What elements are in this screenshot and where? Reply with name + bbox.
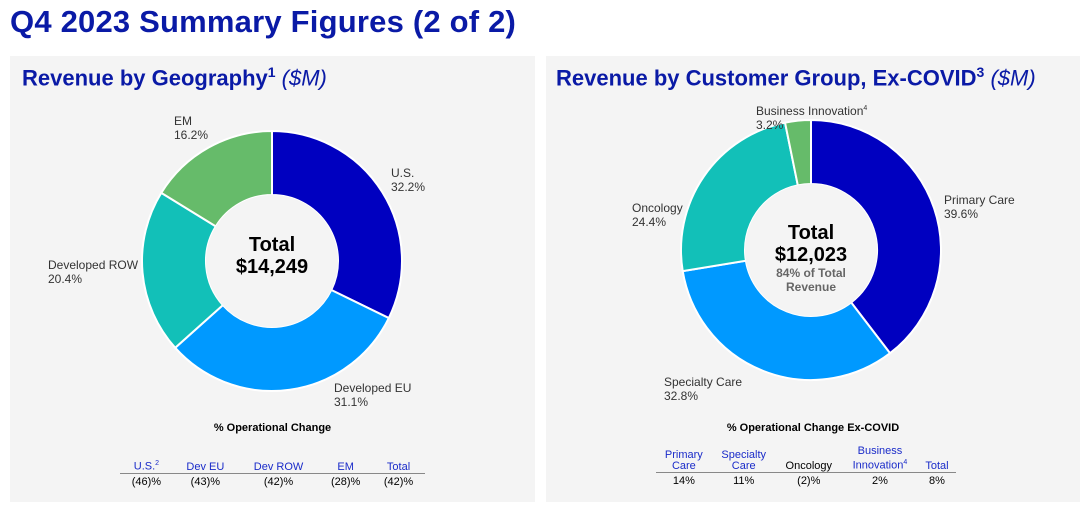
- slice-label-developed-row: Developed ROW 20.4%: [48, 258, 139, 286]
- geography-change-table: U.S.2 Dev EU Dev ROW EM Total (46)% (43)…: [120, 458, 425, 488]
- cg-col-header: Oncology: [775, 446, 842, 473]
- geo-change-value: (46)%: [131, 475, 162, 488]
- slice-label-primary-care: Primary Care 39.6%: [944, 193, 1015, 221]
- customer-group-donut-chart: [680, 118, 942, 381]
- page-title: Q4 2023 Summary Figures (2 of 2): [10, 4, 517, 39]
- geo-change-value: (42)%: [263, 475, 294, 488]
- customer-group-center-total: Total $12,023 84% of Total Revenue: [761, 222, 861, 294]
- customer-group-panel: Revenue by Customer Group, Ex-COVID3 ($M…: [546, 56, 1080, 502]
- geography-donut-hole: [206, 195, 338, 327]
- cg-col-header: Business Innovation4: [841, 446, 918, 473]
- geography-center-total: Total $14,249: [222, 234, 322, 278]
- cg-change-value: (2)%: [797, 474, 821, 487]
- geography-donut-chart: [141, 129, 403, 392]
- customer-group-change-title: % Operational Change Ex-COVID: [726, 422, 900, 434]
- customer-group-title-unit: ($M): [990, 65, 1036, 91]
- slice-label-business-innovation: Business Innovation4 3.2%: [756, 104, 868, 132]
- cg-col-header: Total: [918, 446, 956, 473]
- customer-group-center-sub1: 84% of Total: [776, 266, 846, 280]
- geography-title-text: Revenue by Geography: [22, 65, 268, 91]
- geography-change-title: % Operational Change: [213, 422, 332, 434]
- geography-title-footnote: 1: [267, 64, 276, 80]
- customer-group-title-text: Revenue by Customer Group, Ex-COVID: [556, 65, 977, 91]
- geo-change-value: (42)%: [383, 475, 414, 488]
- geo-col-header: Dev EU: [172, 458, 238, 474]
- customer-group-change-table: Primary Care Specialty Care Oncology Busin…: [656, 446, 956, 487]
- geography-panel-title: Revenue by Geography1 ($M): [22, 64, 327, 91]
- cg-col-header: Primary Care: [656, 446, 712, 473]
- slice-label-specialty-care: Specialty Care 32.8%: [664, 375, 743, 403]
- cg-col-header: Specialty Care: [711, 446, 776, 473]
- customer-group-center-value: $12,023: [774, 244, 848, 266]
- geography-center-label: Total: [248, 234, 296, 256]
- cg-change-value: 2%: [871, 474, 888, 487]
- geography-center-value: $14,249: [235, 256, 309, 278]
- slice-label-em: EM 16.2%: [174, 114, 209, 142]
- slice-label-oncology: Oncology 24.4%: [632, 201, 683, 229]
- customer-group-panel-title: Revenue by Customer Group, Ex-COVID3 ($M…: [556, 64, 1036, 91]
- geo-col-header: U.S.2: [120, 458, 173, 474]
- geography-panel: Revenue by Geography1 ($M) Total $14,249…: [10, 56, 535, 502]
- customer-group-center-label: Total: [787, 222, 835, 244]
- customer-group-title-footnote: 3: [976, 64, 985, 80]
- cg-change-value: 11%: [733, 474, 755, 487]
- geo-change-value: (43)%: [190, 475, 221, 488]
- cg-change-value: 14%: [672, 474, 695, 487]
- geo-col-header: EM: [319, 458, 373, 474]
- slice-label-developed-eu: Developed EU 31.1%: [334, 381, 412, 409]
- geo-col-header: Dev ROW: [237, 458, 320, 474]
- geo-change-value: (28)%: [330, 475, 361, 488]
- geography-title-unit: ($M): [281, 65, 327, 91]
- customer-group-donut-hole: [745, 184, 877, 316]
- customer-group-center-sub2: Revenue: [785, 280, 837, 294]
- slice-label-us: U.S. 32.2%: [391, 166, 426, 194]
- geo-col-header: Total: [372, 458, 425, 474]
- cg-change-value: 8%: [929, 474, 945, 487]
